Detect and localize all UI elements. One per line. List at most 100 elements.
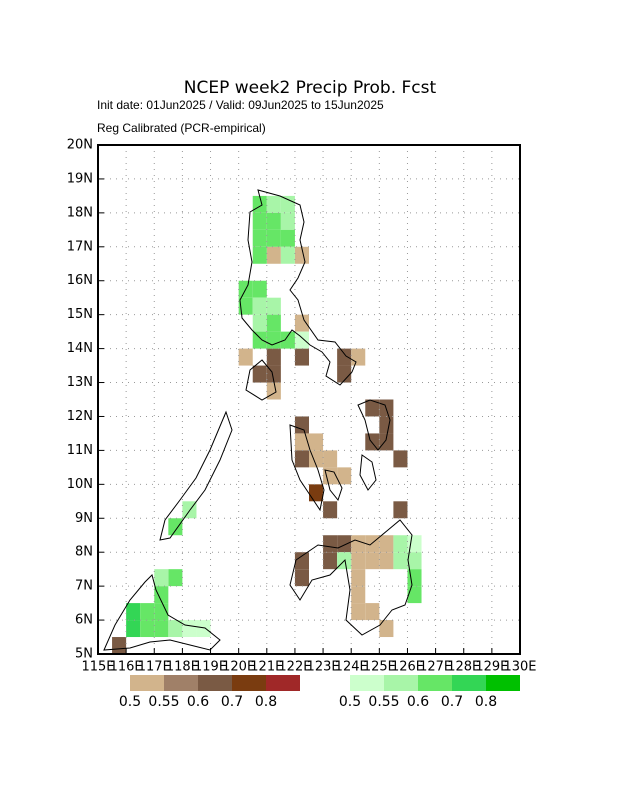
legend-swatch (130, 675, 164, 691)
leyte (359, 454, 377, 491)
samar (357, 399, 391, 451)
prob-cell (294, 416, 309, 434)
prob-cell (365, 433, 380, 451)
prob-cell (309, 433, 324, 451)
prob-cell (252, 365, 267, 383)
prob-cell (252, 246, 267, 264)
legend-label: 0.6 (187, 694, 209, 710)
y-tick-label: 16N (67, 273, 93, 288)
prob-cell (379, 416, 394, 434)
legend-label: 0.5 (119, 694, 141, 710)
prob-cell (140, 620, 155, 638)
y-tick-label: 17N (67, 239, 93, 254)
prob-cell (294, 348, 309, 366)
y-tick-label: 9N (75, 511, 93, 526)
palawan (159, 410, 233, 541)
prob-cell (379, 433, 394, 451)
prob-cell (323, 450, 338, 468)
x-tick-label: 120E (222, 660, 255, 675)
prob-cell (168, 518, 183, 536)
prob-cell (266, 246, 281, 264)
prob-cell (280, 246, 295, 264)
x-tick-label: 121E (250, 660, 283, 675)
y-tick-label: 8N (75, 545, 93, 560)
prob-cell (280, 229, 295, 247)
y-tick-label: 10N (67, 477, 93, 492)
prob-cell (154, 569, 169, 587)
prob-cell (393, 450, 408, 468)
prob-cell (337, 467, 352, 485)
prob-cell (379, 620, 394, 638)
prob-cell (126, 603, 141, 621)
prob-cell (407, 569, 422, 587)
prob-cell (182, 620, 197, 638)
prob-cell (407, 552, 422, 570)
prob-cell (323, 501, 338, 519)
legend-swatch (164, 675, 198, 691)
prob-cell (266, 212, 281, 230)
prob-cell (154, 620, 169, 638)
prob-cell (351, 569, 366, 587)
plot-frame (97, 144, 521, 655)
cebu (324, 469, 343, 502)
prob-cell (154, 586, 169, 604)
x-tick-label: 118E (166, 660, 199, 675)
prob-cell (266, 348, 281, 366)
x-tick-label: 119E (194, 660, 227, 675)
x-tick-label: 122E (278, 660, 311, 675)
prob-cell (140, 603, 155, 621)
prob-cell (252, 297, 267, 315)
prob-cell (196, 620, 211, 638)
prob-cell (337, 535, 352, 553)
legend-swatch (384, 675, 418, 691)
y-tick-label: 14N (67, 341, 93, 356)
borneo (103, 574, 221, 651)
y-tick-label: 19N (67, 171, 93, 186)
x-tick-label: 129E (475, 660, 508, 675)
legend-label: 0.8 (475, 694, 497, 710)
mindanao (289, 519, 413, 636)
x-tick-label: 127E (419, 660, 452, 675)
prob-cell (379, 535, 394, 553)
legend: 0.5 0.55 0.6 0.7 0.8 0.5 0.55 0.6 0.7 0.8 (119, 675, 520, 710)
y-tick-label: 6N (75, 613, 93, 628)
y-tick-label: 11N (67, 443, 93, 458)
prob-cell (294, 246, 309, 264)
legend-label: 0.7 (221, 694, 243, 710)
prob-cell (280, 195, 295, 213)
prob-cell (379, 552, 394, 570)
prob-cell (294, 331, 309, 349)
prob-cell (266, 195, 281, 213)
prob-cell (365, 399, 380, 417)
prob-cell (168, 569, 183, 587)
legend-swatch (232, 675, 266, 691)
prob-cell (252, 229, 267, 247)
title: NCEP week2 Precip Prob. Fcst (184, 78, 437, 98)
legend-swatch (452, 675, 486, 691)
prob-cell (238, 297, 253, 315)
y-tick-label: 12N (67, 409, 93, 424)
prob-cell (294, 433, 309, 451)
mindoro (245, 359, 277, 401)
x-tick-label: 125E (363, 660, 396, 675)
legend-swatch (486, 675, 520, 691)
prob-cell (112, 637, 127, 654)
legend-label: 0.5 (339, 694, 361, 710)
prob-cell (252, 314, 267, 332)
legend-swatch (350, 675, 384, 691)
x-tick-label: 128E (447, 660, 480, 675)
prob-cell (294, 569, 309, 587)
legend-label: 0.55 (368, 694, 399, 710)
x-tick-label: 117E (138, 660, 171, 675)
y-tick-label: 13N (67, 375, 93, 390)
legend-label: 0.7 (441, 694, 463, 710)
prob-cell (351, 552, 366, 570)
prob-cell (323, 535, 338, 553)
prob-cell (323, 552, 338, 570)
prob-cell (266, 297, 281, 315)
prob-cell (168, 620, 183, 638)
y-tick-label: 7N (75, 579, 93, 594)
coastline (103, 189, 413, 651)
